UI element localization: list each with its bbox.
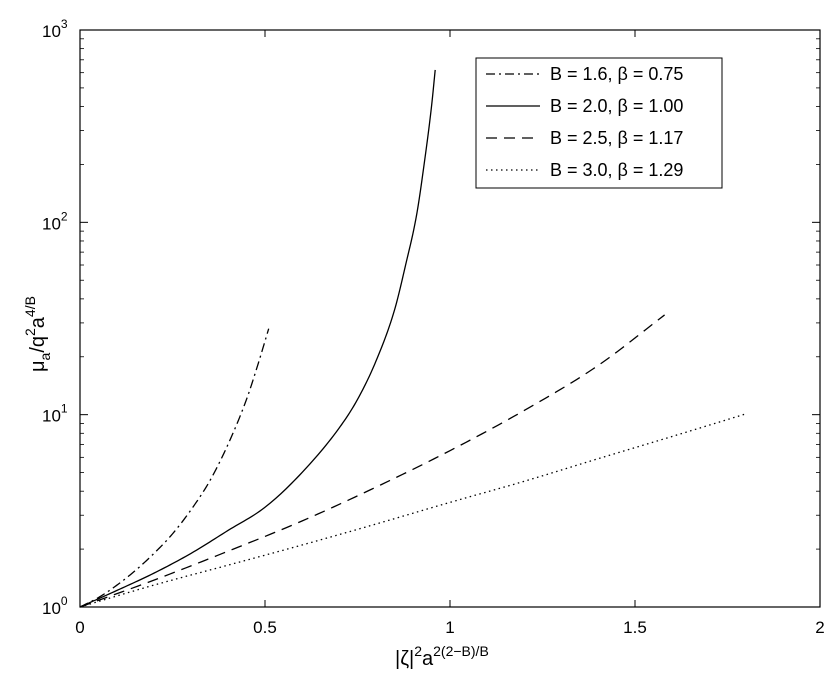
series-line-0 — [79, 328, 270, 608]
legend-label-1: B = 2.0, β = 1.00 — [550, 96, 683, 116]
legend: B = 1.6, β = 0.75 B = 2.0, β = 1.00 B = 2.… — [475, 57, 723, 189]
y-axis-label: μa/q2a4/B — [22, 296, 53, 372]
legend-label-3: B = 3.0, β = 1.29 — [550, 160, 683, 180]
legend-label-0: B = 1.6, β = 0.75 — [550, 64, 683, 84]
y-tick-label: 100 — [42, 594, 68, 618]
y-tick-label: 103 — [42, 17, 68, 41]
series-line-2 — [79, 314, 665, 608]
legend-label-2: B = 2.5, β = 1.17 — [550, 128, 683, 148]
y-tick-label: 101 — [42, 402, 68, 426]
x-tick-label: 1 — [445, 618, 454, 637]
x-axis-label: |ζ|2a2(2−B)/B — [395, 643, 489, 670]
y-tick-label: 102 — [42, 209, 68, 233]
x-tick-label: 2 — [815, 618, 824, 637]
x-axis-ticks: 0 0.5 1 1.5 2 — [75, 30, 825, 637]
series-line-3 — [79, 413, 747, 608]
legend-box — [475, 57, 723, 189]
x-tick-label: 0.5 — [253, 618, 277, 637]
x-tick-label: 0 — [75, 618, 84, 637]
x-tick-label: 1.5 — [623, 618, 647, 637]
series-lines — [79, 69, 747, 608]
series-line-1 — [79, 69, 436, 608]
y-axis-ticks: 100 101 102 103 — [42, 17, 820, 618]
